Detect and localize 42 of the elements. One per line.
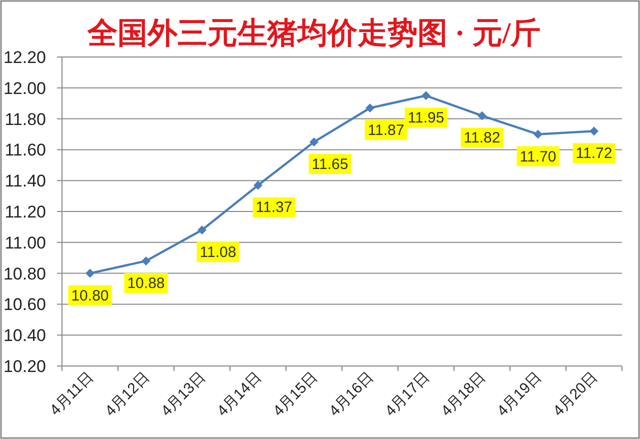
y-tick-label: 11.60 <box>4 140 46 160</box>
y-tick-label: 12.00 <box>3 78 46 98</box>
data-label: 11.87 <box>368 122 404 139</box>
x-tick-label: 4月14日 <box>214 368 265 420</box>
y-tick-label: 10.80 <box>3 264 46 284</box>
x-tick-label: 4月11日 <box>46 368 97 419</box>
x-tick-label: 4月19日 <box>494 368 545 420</box>
point <box>310 137 318 146</box>
point <box>478 111 486 120</box>
data-label: 10.88 <box>127 274 165 292</box>
data-label: 11.08 <box>200 244 236 262</box>
point <box>254 180 262 190</box>
data-label: 11.82 <box>464 130 500 147</box>
point <box>86 268 94 278</box>
point <box>590 126 598 136</box>
point <box>198 226 206 235</box>
x-tick-label: 4月20日 <box>550 368 601 420</box>
data-label: 11.37 <box>256 199 292 216</box>
chart-title: 全国外三元生猪均价走势图 · 元/斤 <box>86 17 541 50</box>
x-tick-label: 4月17日 <box>382 368 433 420</box>
x-tick-label: 4月15日 <box>270 368 321 420</box>
data-label: 11.95 <box>408 110 444 127</box>
data-label: 11.70 <box>520 148 556 166</box>
x-tick-label: 4月18日 <box>438 368 489 420</box>
y-tick-label: 10.20 <box>3 357 46 376</box>
y-tick-label: 11.20 <box>4 202 46 222</box>
y-tick-label: 12.20 <box>3 48 46 67</box>
point <box>534 130 542 139</box>
x-tick-label: 4月16日 <box>326 368 377 420</box>
y-tick-label: 11.00 <box>4 233 46 252</box>
data-label: 11.72 <box>576 145 612 162</box>
y-tick-label: 11.80 <box>4 110 46 129</box>
x-tick-label: 4月12日 <box>102 368 153 420</box>
y-tick-label: 11.40 <box>4 172 46 191</box>
point <box>422 91 430 100</box>
point <box>366 103 374 112</box>
data-label: 10.80 <box>71 287 109 304</box>
x-tick-label: 4月13日 <box>158 368 209 420</box>
y-tick-label: 10.40 <box>3 326 46 346</box>
point <box>142 256 150 266</box>
y-tick-label: 10.60 <box>3 295 46 314</box>
data-label: 11.65 <box>312 156 348 173</box>
